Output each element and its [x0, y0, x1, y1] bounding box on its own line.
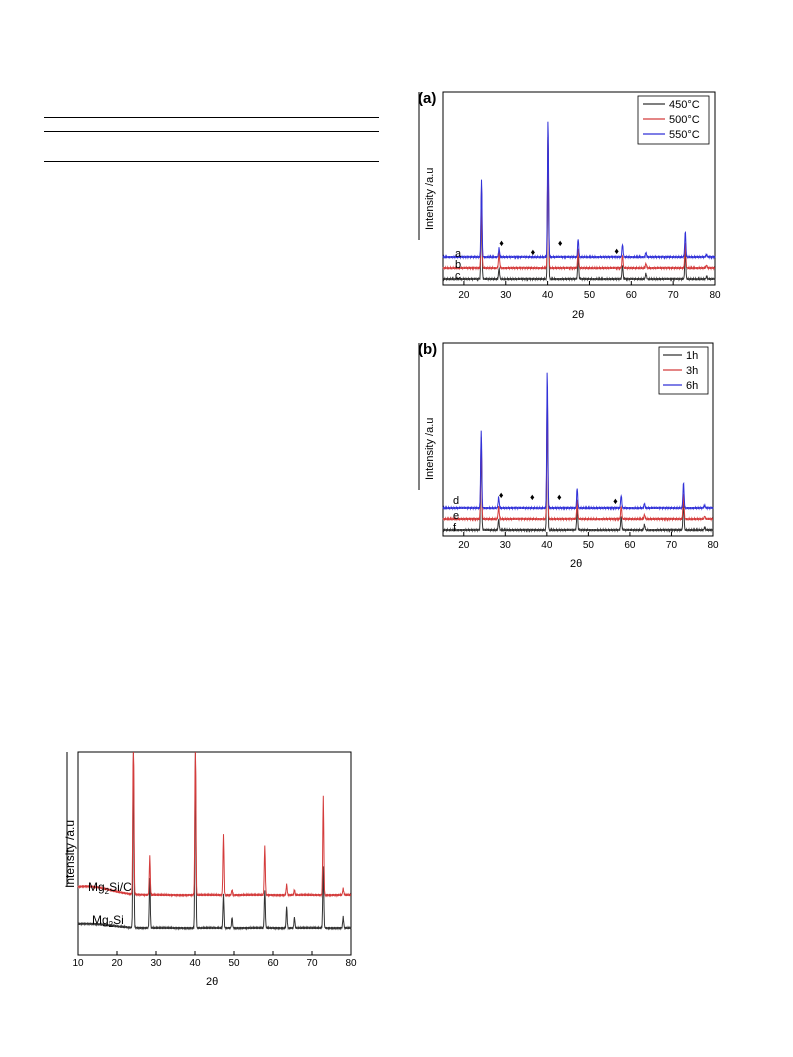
x-tick-label: 50	[584, 290, 596, 301]
legend-label-550: 550°C	[669, 129, 700, 141]
peak-marker: ♦	[531, 247, 536, 257]
peak-marker: ♦	[614, 246, 619, 256]
legend-label-1h: 1h	[686, 350, 698, 362]
x-tick-label: 30	[150, 958, 162, 969]
annotation-markers-b: ♦ ♦ ♦ ♦	[499, 490, 618, 506]
x-tick-label: 40	[541, 540, 553, 551]
x-ticks-b: 20 30 40 50 60 70 80	[458, 532, 719, 551]
x-tick-label: 40	[542, 290, 554, 301]
x-tick-label: 70	[668, 290, 680, 301]
peak-marker: ♦	[499, 238, 504, 248]
panel-label-b: (b)	[418, 341, 437, 358]
legend-b: 1h 3h 6h	[658, 346, 709, 395]
x-ticks-a: 20 30 40 50 60 70 80	[458, 281, 721, 301]
x-tick-label: 60	[267, 958, 279, 969]
x-tick-label: 30	[500, 290, 512, 301]
y-axis-label-b: Intensity /a.u	[424, 418, 436, 480]
series-group-a	[442, 121, 716, 282]
peak-marker: ♦	[530, 492, 535, 502]
peak-marker: ♦	[613, 496, 618, 506]
x-tick-label: 10	[72, 958, 84, 969]
x-tick-label: 50	[583, 540, 595, 551]
curve-labels-a: a b c	[455, 248, 462, 282]
plot-frame-a	[442, 91, 716, 286]
curve-label-b: b	[455, 259, 461, 271]
plot-frame-b	[442, 342, 714, 537]
legend-label-3h: 3h	[686, 365, 698, 377]
curve-label-mg2si-c: Mg2Si/C	[88, 880, 132, 896]
series-line-mg2sic	[77, 751, 352, 898]
table-top-rule	[44, 117, 379, 118]
legend-label-6h: 6h	[686, 380, 698, 392]
curve-label-f: f	[453, 522, 457, 534]
x-tick-label: 80	[709, 290, 721, 301]
table-header-rule	[44, 131, 379, 132]
x-tick-label: 20	[111, 958, 123, 969]
curve-label-d: d	[453, 495, 459, 507]
series-line-500c	[442, 137, 716, 271]
series-line-450c	[442, 139, 716, 282]
series-line-6h	[442, 372, 714, 511]
x-tick-label: 20	[458, 540, 470, 551]
x-tick-label: 20	[458, 290, 470, 301]
series-line-550c	[442, 121, 716, 260]
y-axis-label-a: Intensity /a.u	[424, 168, 436, 230]
y-axis-label-c: Intensity /a.u	[63, 820, 77, 888]
curve-label-c: c	[455, 270, 461, 282]
series-line-1h	[442, 390, 714, 533]
x-tick-label: 50	[228, 958, 240, 969]
panel-label-a: (a)	[418, 90, 436, 107]
annotation-markers-a: ♦ ♦ ♦ ♦	[499, 238, 619, 257]
series-line-3h	[442, 388, 714, 522]
x-tick-label: 60	[624, 540, 636, 551]
legend-a: 450°C 500°C 550°C	[637, 95, 710, 145]
peak-marker: ♦	[558, 238, 563, 248]
legend-label-500: 500°C	[669, 114, 700, 126]
x-tick-label: 70	[666, 540, 678, 551]
curve-label-e: e	[453, 510, 459, 522]
x-ticks-c: 10 20 30 40 50 60 70 80	[72, 951, 357, 969]
x-axis-label-a: 2θ	[572, 309, 584, 321]
x-tick-label: 60	[626, 290, 638, 301]
x-tick-label: 80	[345, 958, 357, 969]
x-axis-label-c: 2θ	[206, 976, 218, 988]
x-tick-label: 30	[500, 540, 512, 551]
peak-marker: ♦	[557, 492, 562, 502]
x-tick-label: 40	[189, 958, 201, 969]
x-axis-label-b: 2θ	[570, 558, 582, 570]
series-group-c	[77, 751, 352, 931]
curve-labels-b: d e f	[453, 495, 459, 534]
series-line-mg2si	[77, 751, 352, 931]
curve-label-a: a	[455, 248, 462, 260]
curve-label-mg2si: Mg2Si	[92, 913, 124, 929]
table-bottom-rule	[44, 161, 379, 162]
plot-frame-c	[77, 751, 352, 956]
x-tick-label: 70	[306, 958, 318, 969]
peak-marker: ♦	[499, 490, 504, 500]
x-tick-label: 80	[707, 540, 719, 551]
legend-label-450: 450°C	[669, 99, 700, 111]
series-group-b	[442, 372, 714, 533]
